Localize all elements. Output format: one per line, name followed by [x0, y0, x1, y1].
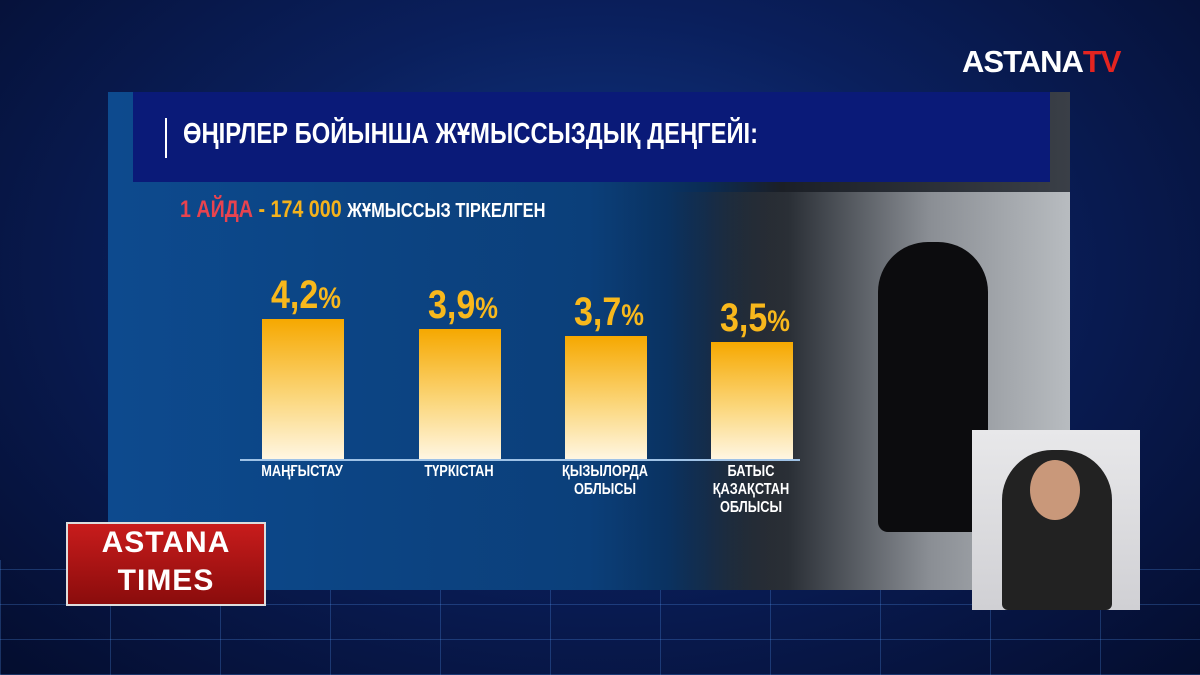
category-label: ҚЫЗЫЛОРДА ОБЛЫСЫ [562, 463, 648, 498]
bar [419, 329, 501, 459]
bar [262, 319, 344, 459]
astana-times-logo: ASTANA TIMES [66, 522, 266, 606]
title-divider [165, 118, 167, 158]
interpreter-face [1030, 460, 1080, 520]
subtitle: 1 АЙДА - 174 000 ЖҰМЫССЫЗ ТІРКЕЛГЕН [180, 196, 545, 224]
category-label: ТҮРКІСТАН [424, 463, 494, 480]
category-label: БАТЫС ҚАЗАҚСТАН ОБЛЫСЫ [712, 463, 790, 516]
bar [711, 342, 793, 459]
category-label: МАҢҒЫСТАУ [261, 463, 343, 480]
header-band [133, 92, 1050, 182]
data-label: 3,9% [428, 283, 498, 328]
subtitle-dash: - [258, 196, 266, 223]
astana-tv-logo: ASTANATV [962, 44, 1121, 79]
bar [565, 335, 647, 459]
subtitle-period: 1 АЙДА [180, 196, 254, 223]
page-title: ӨҢІРЛЕР БОЙЫНША ЖҰМЫССЫЗДЫҚ ДЕҢГЕЙІ: [183, 118, 759, 150]
sign-language-interpreter [972, 430, 1140, 610]
walking-man-silhouette [878, 242, 988, 532]
chart-baseline [240, 459, 800, 461]
data-label: 3,5% [720, 296, 790, 341]
subtitle-text: ЖҰМЫССЫЗ ТІРКЕЛГЕН [347, 200, 546, 222]
subtitle-count: 174 000 [270, 196, 342, 223]
data-label: 3,7% [574, 289, 644, 334]
data-label: 4,2% [271, 273, 341, 318]
